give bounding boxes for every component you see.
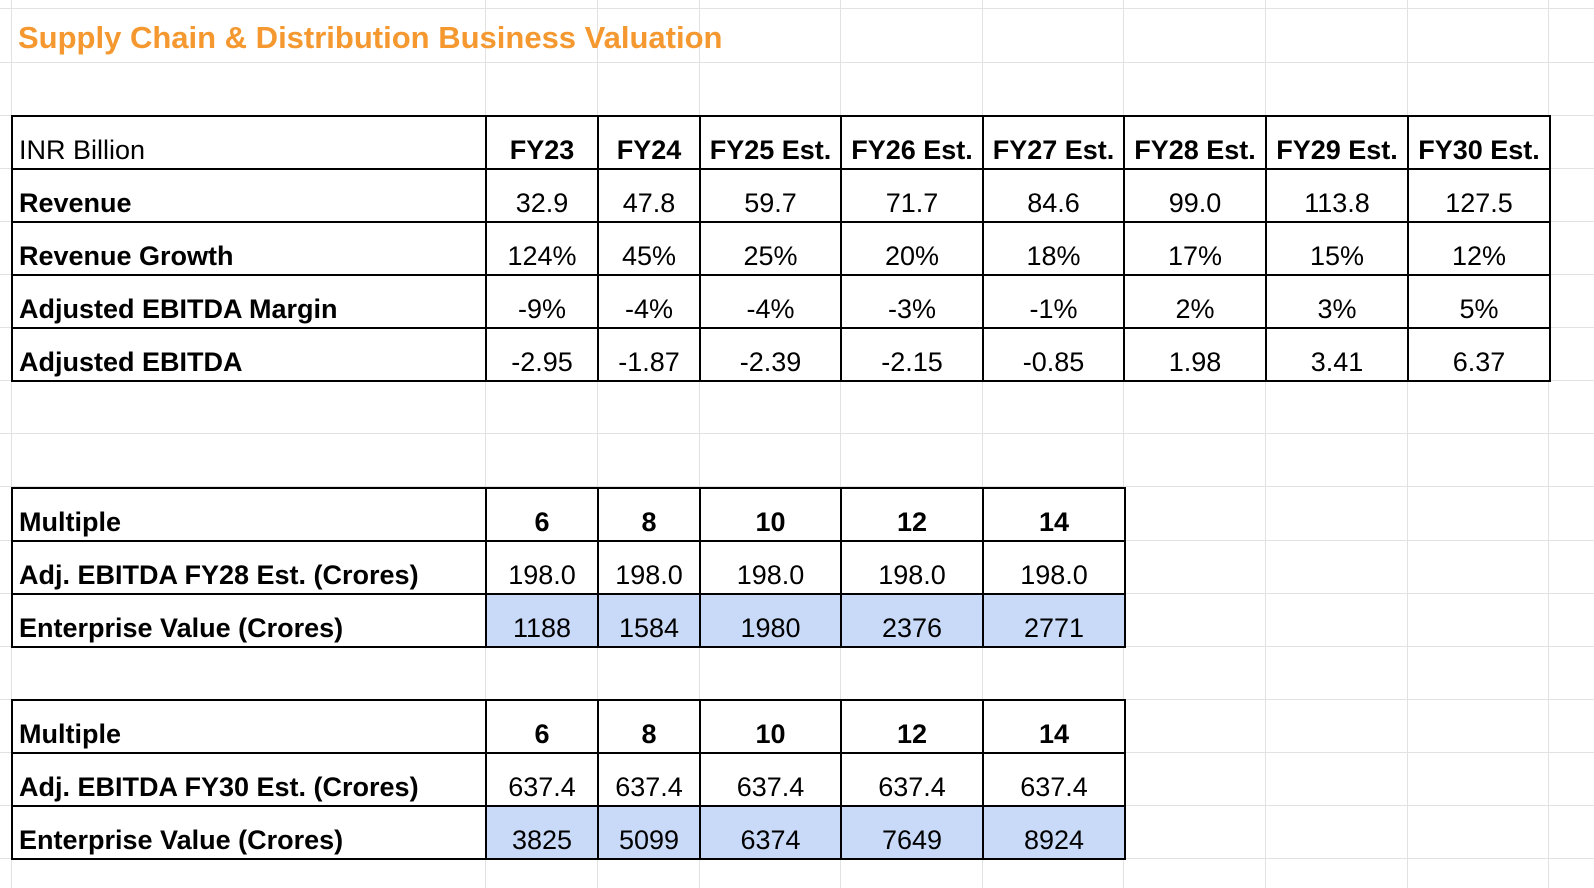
header-cell[interactable]: FY30 Est. xyxy=(1407,115,1551,170)
enterprise-value-cell[interactable]: 1188 xyxy=(485,593,599,648)
header-cell[interactable]: FY29 Est. xyxy=(1265,115,1409,170)
data-cell[interactable]: 637.4 xyxy=(597,752,701,807)
data-cell[interactable]: 637.4 xyxy=(840,752,984,807)
data-cell[interactable]: 45% xyxy=(597,221,701,276)
enterprise-value-cell[interactable]: 1584 xyxy=(597,593,701,648)
enterprise-value-cell[interactable]: 2771 xyxy=(982,593,1126,648)
data-cell[interactable]: 71.7 xyxy=(840,168,984,223)
data-cell[interactable]: -1% xyxy=(982,274,1125,329)
row-label[interactable]: Enterprise Value (Crores) xyxy=(11,805,487,860)
data-cell[interactable]: -2.15 xyxy=(840,327,984,382)
data-cell[interactable]: 99.0 xyxy=(1123,168,1267,223)
data-cell[interactable]: 637.4 xyxy=(982,752,1126,807)
header-cell[interactable]: FY26 Est. xyxy=(840,115,984,170)
multiple-cell[interactable]: 14 xyxy=(982,699,1126,754)
enterprise-value-cell[interactable]: 3825 xyxy=(485,805,599,860)
data-cell[interactable]: -1.87 xyxy=(597,327,701,382)
row-label[interactable]: Adj. EBITDA FY28 Est. (Crores) xyxy=(11,540,487,595)
data-cell[interactable]: 198.0 xyxy=(699,540,842,595)
data-cell[interactable]: 198.0 xyxy=(597,540,701,595)
row-label[interactable]: Enterprise Value (Crores) xyxy=(11,593,487,648)
data-cell[interactable]: 20% xyxy=(840,221,984,276)
header-row: INR Billion FY23 FY24 FY25 Est. FY26 Est… xyxy=(11,115,1551,170)
row-label[interactable]: Adjusted EBITDA Margin xyxy=(11,274,487,329)
data-cell[interactable]: 124% xyxy=(485,221,599,276)
data-cell[interactable]: -4% xyxy=(699,274,842,329)
data-cell[interactable]: 198.0 xyxy=(840,540,984,595)
multiple-cell[interactable]: 10 xyxy=(699,699,842,754)
enterprise-value-row: Enterprise Value (Crores) 1188 1584 1980… xyxy=(11,593,1126,648)
multiple-row: Multiple 6 8 10 12 14 xyxy=(11,487,1126,542)
table-row: Adjusted EBITDA -2.95 -1.87 -2.39 -2.15 … xyxy=(11,327,1551,382)
table-row: Revenue Growth 124% 45% 25% 20% 18% 17% … xyxy=(11,221,1551,276)
multiple-cell[interactable]: 12 xyxy=(840,487,984,542)
data-cell[interactable]: 637.4 xyxy=(699,752,842,807)
ebitda-row: Adj. EBITDA FY28 Est. (Crores) 198.0 198… xyxy=(11,540,1126,595)
projection-table: INR Billion FY23 FY24 FY25 Est. FY26 Est… xyxy=(11,115,1551,382)
data-cell[interactable]: -2.39 xyxy=(699,327,842,382)
data-cell[interactable]: 113.8 xyxy=(1265,168,1409,223)
multiple-cell[interactable]: 12 xyxy=(840,699,984,754)
valuation-table-fy28: Multiple 6 8 10 12 14 Adj. EBITDA FY28 E… xyxy=(11,487,1126,648)
data-cell[interactable]: 3.41 xyxy=(1265,327,1409,382)
row-label[interactable]: Adjusted EBITDA xyxy=(11,327,487,382)
multiple-cell[interactable]: 6 xyxy=(485,699,599,754)
data-cell[interactable]: 6.37 xyxy=(1407,327,1551,382)
data-cell[interactable]: -9% xyxy=(485,274,599,329)
enterprise-value-cell[interactable]: 7649 xyxy=(840,805,984,860)
data-cell[interactable]: -4% xyxy=(597,274,701,329)
data-cell[interactable]: 127.5 xyxy=(1407,168,1551,223)
multiple-cell[interactable]: 8 xyxy=(597,487,701,542)
row-label[interactable]: Multiple xyxy=(11,699,487,754)
enterprise-value-row: Enterprise Value (Crores) 3825 5099 6374… xyxy=(11,805,1126,860)
corner-cell[interactable]: INR Billion xyxy=(11,115,487,170)
data-cell[interactable]: 198.0 xyxy=(485,540,599,595)
multiple-cell[interactable]: 14 xyxy=(982,487,1126,542)
ebitda-row: Adj. EBITDA FY30 Est. (Crores) 637.4 637… xyxy=(11,752,1126,807)
table-row: Revenue 32.9 47.8 59.7 71.7 84.6 99.0 11… xyxy=(11,168,1551,223)
multiple-cell[interactable]: 8 xyxy=(597,699,701,754)
header-cell[interactable]: FY28 Est. xyxy=(1123,115,1267,170)
data-cell[interactable]: 32.9 xyxy=(485,168,599,223)
data-cell[interactable]: 25% xyxy=(699,221,842,276)
header-cell[interactable]: FY23 xyxy=(485,115,599,170)
data-cell[interactable]: 198.0 xyxy=(982,540,1126,595)
multiple-cell[interactable]: 10 xyxy=(699,487,842,542)
valuation-table-fy30: Multiple 6 8 10 12 14 Adj. EBITDA FY30 E… xyxy=(11,699,1126,860)
row-label[interactable]: Multiple xyxy=(11,487,487,542)
data-cell[interactable]: 59.7 xyxy=(699,168,842,223)
data-cell[interactable]: 84.6 xyxy=(982,168,1125,223)
data-cell[interactable]: 15% xyxy=(1265,221,1409,276)
multiple-cell[interactable]: 6 xyxy=(485,487,599,542)
multiple-row: Multiple 6 8 10 12 14 xyxy=(11,699,1126,754)
data-cell[interactable]: 637.4 xyxy=(485,752,599,807)
data-cell[interactable]: 2% xyxy=(1123,274,1267,329)
enterprise-value-cell[interactable]: 5099 xyxy=(597,805,701,860)
row-label[interactable]: Adj. EBITDA FY30 Est. (Crores) xyxy=(11,752,487,807)
enterprise-value-cell[interactable]: 6374 xyxy=(699,805,842,860)
data-cell[interactable]: 18% xyxy=(982,221,1125,276)
row-label[interactable]: Revenue Growth xyxy=(11,221,487,276)
data-cell[interactable]: -3% xyxy=(840,274,984,329)
data-cell[interactable]: 12% xyxy=(1407,221,1551,276)
table-row: Adjusted EBITDA Margin -9% -4% -4% -3% -… xyxy=(11,274,1551,329)
data-cell[interactable]: 1.98 xyxy=(1123,327,1267,382)
data-cell[interactable]: 47.8 xyxy=(597,168,701,223)
data-cell[interactable]: 3% xyxy=(1265,274,1409,329)
data-cell[interactable]: -2.95 xyxy=(485,327,599,382)
enterprise-value-cell[interactable]: 1980 xyxy=(699,593,842,648)
data-cell[interactable]: 17% xyxy=(1123,221,1267,276)
enterprise-value-cell[interactable]: 8924 xyxy=(982,805,1126,860)
row-label[interactable]: Revenue xyxy=(11,168,487,223)
data-cell[interactable]: -0.85 xyxy=(982,327,1125,382)
header-cell[interactable]: FY27 Est. xyxy=(982,115,1125,170)
sheet-title[interactable]: Supply Chain & Distribution Business Val… xyxy=(18,20,723,55)
header-cell[interactable]: FY24 xyxy=(597,115,701,170)
enterprise-value-cell[interactable]: 2376 xyxy=(840,593,984,648)
data-cell[interactable]: 5% xyxy=(1407,274,1551,329)
header-cell[interactable]: FY25 Est. xyxy=(699,115,842,170)
